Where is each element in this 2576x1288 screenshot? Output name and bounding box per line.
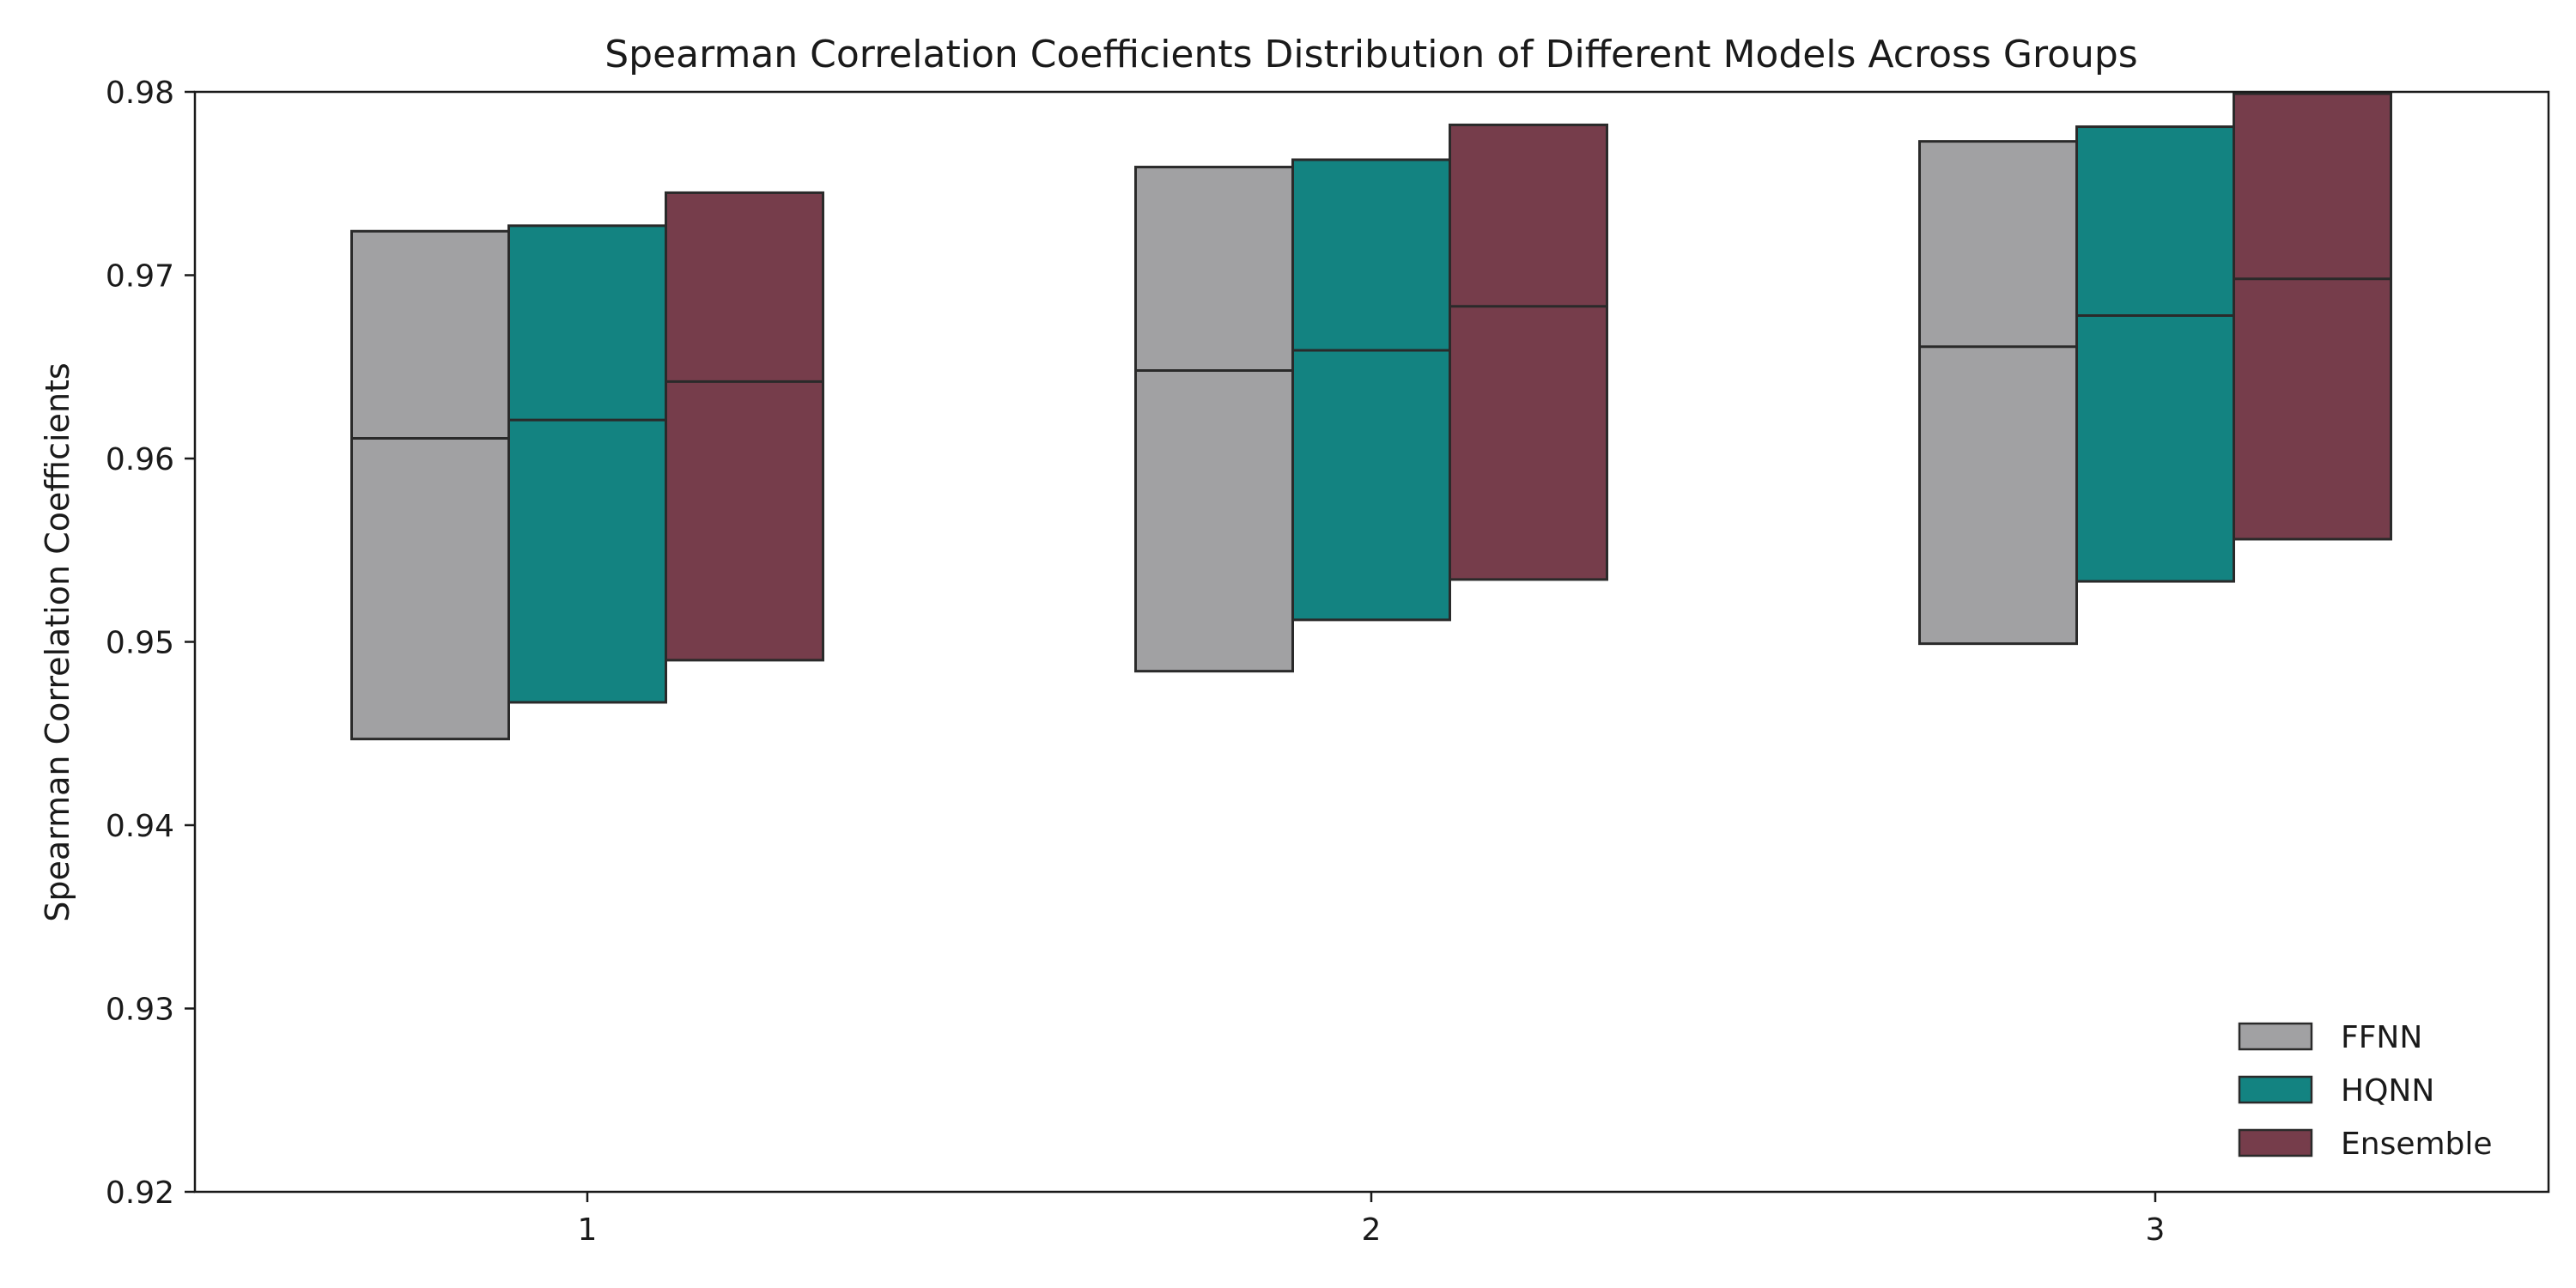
y-tick-label: 0.94 <box>106 809 174 844</box>
box-hqnn-group-1 <box>507 224 667 704</box>
box-ensemble-group-3 <box>2233 92 2392 541</box>
chart-title: Spearman Correlation Coefficients Distri… <box>605 33 2137 76</box>
box-ensemble-group-1 <box>665 191 824 662</box>
axes: 0.92 0.93 0.94 0.95 0.96 0.97 0.98 1 2 3 <box>106 76 2550 1248</box>
x-tick-label: 3 <box>2146 1212 2166 1248</box>
y-tick-label: 0.92 <box>106 1176 174 1211</box>
plot-area <box>350 92 2392 741</box>
box-ffnn-group-3 <box>1918 140 2078 646</box>
box-ffnn-group-1 <box>350 229 510 741</box>
legend-swatch-ffnn <box>2238 1022 2313 1051</box>
y-axis-label: Spearman Correlation Coefficients <box>39 362 76 921</box>
y-tick-label: 0.97 <box>106 259 174 295</box>
y-tick-label: 0.93 <box>106 993 174 1028</box>
legend-label-ensemble: Ensemble <box>2341 1127 2493 1162</box>
y-tick-label: 0.98 <box>106 76 174 111</box>
box-hqnn-group-3 <box>2075 125 2235 583</box>
box-ffnn-group-2 <box>1134 166 1294 673</box>
legend-label-hqnn: HQNN <box>2341 1073 2434 1109</box>
box-ensemble-group-2 <box>1449 123 1608 581</box>
legend-swatch-ensemble <box>2238 1128 2313 1157</box>
legend: FFNN HQNN Ensemble <box>2238 1020 2493 1162</box>
box-hqnn-group-2 <box>1291 158 1451 622</box>
y-tick-label: 0.95 <box>106 626 174 661</box>
legend-swatch-hqnn <box>2238 1075 2313 1104</box>
y-tick-label: 0.96 <box>106 442 174 477</box>
x-tick-label: 2 <box>1362 1212 1382 1248</box>
x-tick-label: 1 <box>578 1212 598 1248</box>
legend-label-ffnn: FFNN <box>2341 1020 2422 1055</box>
